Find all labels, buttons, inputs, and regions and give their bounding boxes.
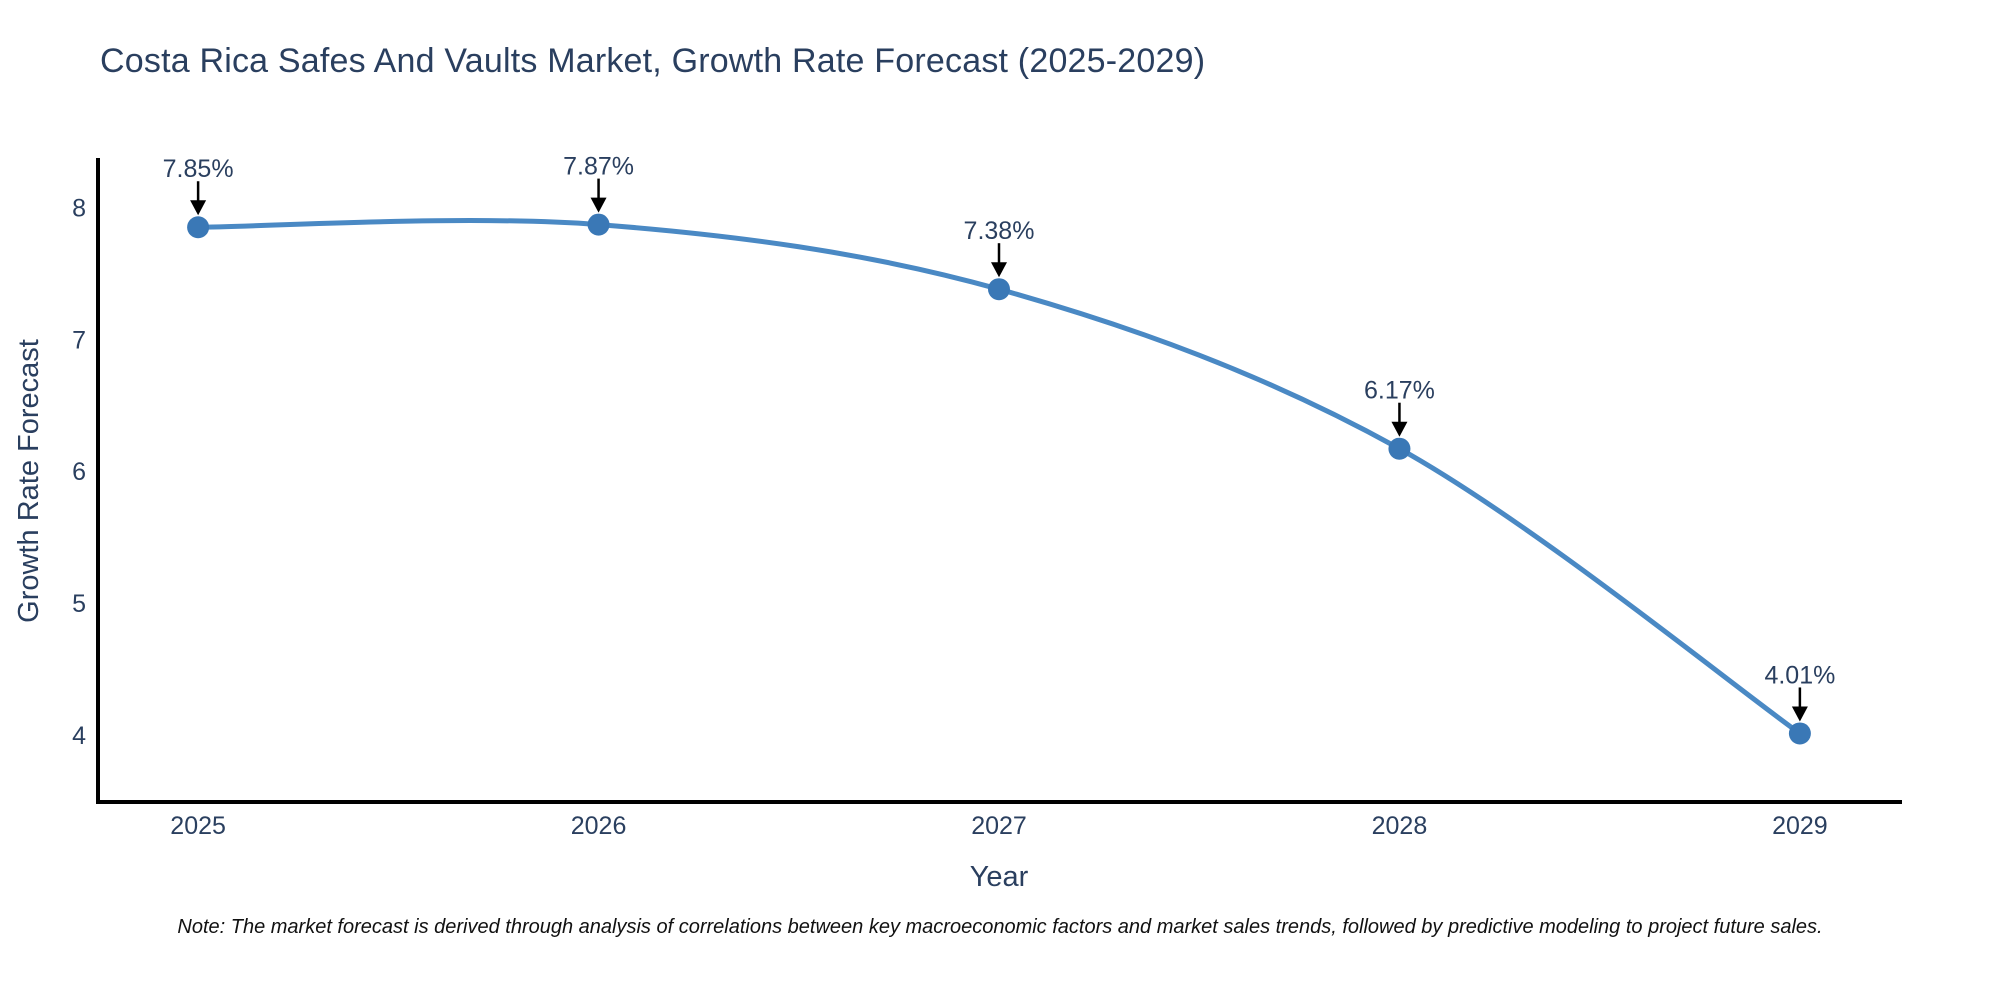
annotation-label: 4.01%	[1764, 661, 1835, 689]
data-point-marker-2025	[187, 216, 210, 239]
annotation-arrow-head	[590, 197, 607, 213]
x-tick-label: 2028	[1372, 812, 1428, 840]
x-tick-label: 2029	[1772, 812, 1828, 840]
footnote: Note: The market forecast is derived thr…	[177, 916, 1823, 938]
x-tick-label: 2025	[170, 812, 226, 840]
data-point-marker-2028	[1388, 437, 1411, 460]
annotation-arrow-head	[1391, 421, 1408, 437]
annotation-label: 7.85%	[163, 155, 234, 183]
y-tick-label: 8	[72, 194, 86, 222]
axis-lines	[96, 158, 1902, 804]
annotation-arrow-head	[190, 200, 207, 216]
annotation-arrow-head	[991, 262, 1007, 278]
x-tick-label: 2026	[571, 812, 627, 840]
data-point-marker-2027	[988, 278, 1010, 301]
x-axis-title: Year	[970, 861, 1029, 893]
annotation-arrow-head	[1791, 706, 1808, 722]
data-point-marker-2029	[1788, 722, 1811, 745]
annotation-label: 6.17%	[1364, 377, 1435, 405]
y-tick-label: 5	[72, 590, 86, 618]
chart-title: Costa Rica Safes And Vaults Market, Grow…	[100, 42, 1206, 80]
y-tick-label: 6	[72, 458, 86, 486]
annotation-label: 7.38%	[964, 217, 1035, 245]
data-point-marker-2026	[587, 213, 610, 236]
y-tick-label: 4	[72, 722, 86, 750]
y-tick-label: 7	[72, 326, 86, 354]
x-tick-label: 2027	[971, 812, 1027, 840]
annotation-label: 7.87%	[563, 153, 634, 181]
y-axis-title: Growth Rate Forecast	[13, 339, 45, 623]
